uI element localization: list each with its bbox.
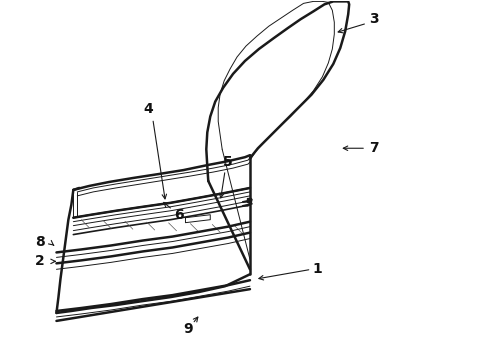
Text: 5: 5: [223, 155, 233, 169]
Text: 7: 7: [369, 141, 379, 155]
Text: 8: 8: [35, 234, 45, 248]
Text: 2: 2: [35, 255, 45, 268]
Text: 6: 6: [173, 208, 183, 222]
Text: 3: 3: [369, 12, 379, 26]
Text: 4: 4: [144, 102, 154, 116]
Text: 1: 1: [313, 262, 322, 276]
Text: 9: 9: [184, 322, 193, 336]
